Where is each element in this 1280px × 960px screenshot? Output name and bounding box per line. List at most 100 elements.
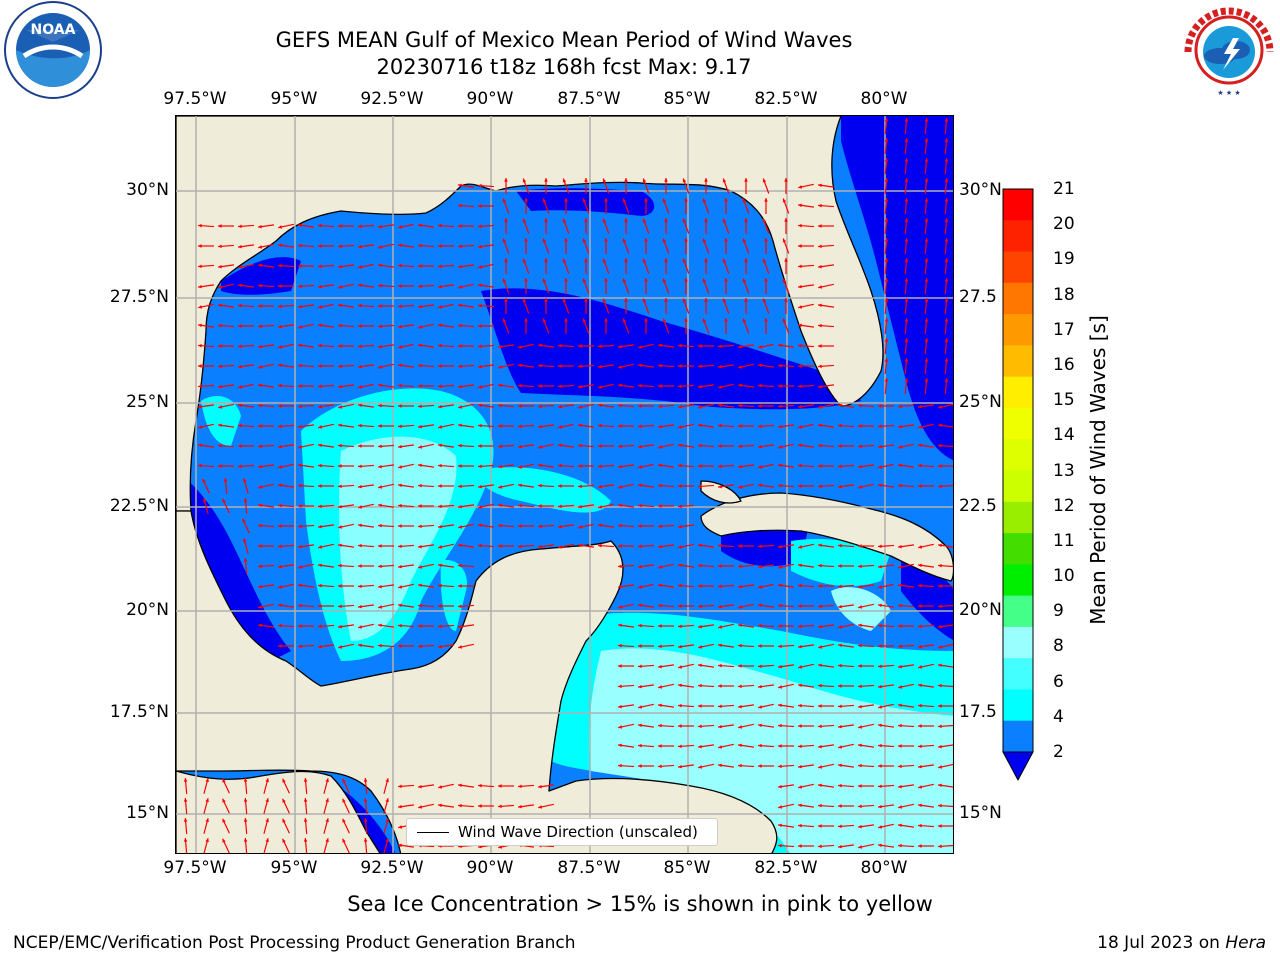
wind-wave-arrowhead <box>778 764 782 769</box>
colorbar-cell <box>1003 407 1033 440</box>
wind-wave-arrowhead <box>858 743 862 748</box>
wind-wave-arrowhead <box>458 323 462 328</box>
wind-wave-arrowhead <box>418 304 422 309</box>
wind-wave-arrowhead <box>458 443 462 448</box>
wind-wave-arrowhead <box>564 278 568 282</box>
wind-wave-arrowhead <box>618 544 622 548</box>
wind-wave-arrowhead <box>638 383 642 388</box>
wind-wave-arrowhead <box>918 425 923 429</box>
colorbar-tick-label: 19 <box>1053 249 1075 270</box>
wind-wave-arrowhead <box>498 403 502 408</box>
wind-wave-arrowhead <box>478 444 482 448</box>
wind-wave-arrowhead <box>378 605 383 609</box>
wind-wave-arrowhead <box>478 403 482 408</box>
wind-wave-arrowhead <box>562 218 567 223</box>
wind-wave-arrowhead <box>884 278 889 282</box>
wind-wave-arrowhead <box>924 338 929 342</box>
wind-wave-arrowhead <box>318 425 323 429</box>
wind-wave-arrowhead <box>698 443 702 448</box>
wind-wave-arrowhead <box>758 444 762 449</box>
wind-wave-arrowhead <box>738 643 742 648</box>
wind-wave-arrowhead <box>678 724 682 728</box>
colorbar-tick-label: 2 <box>1053 742 1064 762</box>
wind-wave-arrowhead <box>478 364 482 369</box>
wind-wave-arrowhead <box>338 604 342 609</box>
wind-wave-arrowhead <box>338 323 342 328</box>
wind-wave-arrowhead <box>458 364 462 369</box>
wind-wave-arrowhead <box>578 405 583 409</box>
wind-wave-arrowhead <box>638 644 642 648</box>
wind-wave-arrowhead <box>884 218 889 222</box>
wind-wave-arrowhead <box>738 444 742 449</box>
wind-wave-arrowhead <box>618 584 622 589</box>
wind-wave-arrowhead <box>238 265 243 269</box>
wind-wave-arrowhead <box>578 504 582 509</box>
lon-label-bottom: 95°W <box>270 858 318 878</box>
wind-wave-arrowhead <box>258 245 263 249</box>
wind-wave-arrowhead <box>838 423 842 428</box>
wind-wave-arrowhead <box>338 244 342 249</box>
wind-wave-arrowhead <box>398 644 402 648</box>
wind-wave-arrowhead <box>798 703 802 708</box>
wind-wave-arrowhead <box>205 778 209 783</box>
map-legend: Wind Wave Direction (unscaled) <box>406 818 718 846</box>
wind-wave-arrowhead <box>784 298 788 302</box>
wind-wave-arrowhead <box>458 183 462 188</box>
wind-wave-arrowhead <box>818 405 823 409</box>
wind-wave-arrowhead <box>738 544 742 548</box>
wind-wave-arrowhead <box>398 404 402 408</box>
wind-wave-arrowhead <box>318 284 322 289</box>
wind-wave-arrowhead <box>478 464 482 469</box>
credit-line: NCEP/EMC/Verification Post Processing Pr… <box>13 933 576 953</box>
wind-wave-arrowhead <box>758 705 763 709</box>
wind-wave-arrowhead <box>858 544 862 548</box>
wind-wave-arrowhead <box>718 364 722 369</box>
wind-wave-arrowhead <box>798 404 802 409</box>
wind-wave-arrowhead <box>778 544 782 549</box>
wind-wave-arrowhead <box>918 484 922 488</box>
wind-wave-arrowhead <box>438 504 442 509</box>
wind-wave-arrowhead <box>198 305 203 309</box>
lat-label-left: 17.5°N <box>109 702 169 722</box>
wind-wave-arrowhead <box>418 583 422 588</box>
wind-wave-arrowhead <box>938 645 943 649</box>
wind-wave-arrowhead <box>558 504 562 509</box>
wind-wave-arrowhead <box>578 543 582 548</box>
wind-wave-arrowhead <box>858 643 862 648</box>
wind-wave-arrowhead <box>938 683 942 688</box>
wind-wave-arrowhead <box>738 344 742 349</box>
wind-wave-arrowhead <box>578 384 582 389</box>
wind-wave-arrowhead <box>618 464 622 469</box>
wind-wave-arrowhead <box>318 484 322 488</box>
colorbar-cell <box>1003 220 1033 253</box>
wind-wave-arrowhead <box>518 804 522 809</box>
wind-wave-arrowhead <box>303 818 308 822</box>
colorbar-cell <box>1003 720 1033 753</box>
wind-wave-arrowhead <box>358 385 363 389</box>
wind-wave-arrowhead <box>618 643 622 648</box>
wind-wave-arrowhead <box>278 243 282 248</box>
wind-wave-arrowhead <box>282 818 286 823</box>
wind-wave-arrowhead <box>764 198 768 202</box>
wind-wave-arrowhead <box>338 364 342 369</box>
wind-wave-arrowhead <box>818 344 822 348</box>
wind-wave-arrowhead <box>524 238 528 242</box>
wind-wave-arrowhead <box>938 484 942 489</box>
lon-label-top: 80°W <box>860 89 908 109</box>
wind-wave-arrowhead <box>418 644 422 649</box>
wind-wave-arrowhead <box>778 363 782 368</box>
wind-wave-arrowhead <box>358 324 362 328</box>
wind-wave-arrowhead <box>818 803 822 808</box>
wind-wave-arrowhead <box>838 704 842 709</box>
wind-wave-arrowhead <box>363 798 368 802</box>
wind-wave-arrowhead <box>898 644 902 649</box>
wind-wave-arrowhead <box>458 543 462 548</box>
wind-wave-arrowhead <box>778 723 782 728</box>
wind-wave-arrowhead <box>878 664 882 669</box>
wind-wave-arrowhead <box>378 503 382 508</box>
wind-wave-arrowhead <box>198 223 202 228</box>
wind-wave-arrowhead <box>782 198 787 203</box>
wind-wave-arrowhead <box>458 344 462 348</box>
wind-wave-arrowhead <box>378 485 383 489</box>
wind-wave-arrowhead <box>818 543 822 548</box>
